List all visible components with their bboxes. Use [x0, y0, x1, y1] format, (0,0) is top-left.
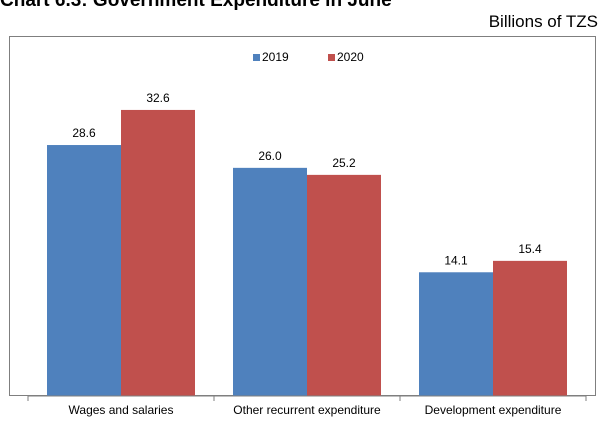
bar-wages-and-salaries-2019 — [47, 145, 121, 396]
data-label-wages-and-salaries-2019: 28.6 — [72, 126, 96, 140]
x-axis: Wages and salaries Other recurrent expend… — [27, 395, 587, 417]
bar-wages-and-salaries-2020 — [121, 109, 195, 396]
x-tick-label-wages-and-salaries: Wages and salaries — [69, 403, 174, 417]
data-label-other-recurrent-expenditure-2020: 25.2 — [332, 156, 356, 170]
bar-other-recurrent-expenditure-2020 — [307, 174, 381, 396]
bar-development-expenditure-2020 — [493, 260, 567, 396]
legend-label-2020: 2020 — [337, 50, 364, 64]
bar-other-recurrent-expenditure-2019 — [233, 167, 307, 396]
legend-swatch-2020 — [328, 54, 335, 61]
bars-group: 28.6 32.6 26.0 25.2 14.1 15.4 — [47, 91, 567, 396]
legend-swatch-2019 — [253, 54, 260, 61]
legend: 2019 2020 — [253, 50, 364, 64]
unit-label: Billions of TZS — [488, 12, 598, 31]
legend-label-2019: 2019 — [262, 50, 289, 64]
data-label-development-expenditure-2020: 15.4 — [518, 242, 542, 256]
data-label-other-recurrent-expenditure-2019: 26.0 — [258, 149, 282, 163]
chart-title: Chart 6.3: Government Expenditure in Jun… — [0, 0, 392, 11]
data-label-wages-and-salaries-2020: 32.6 — [146, 91, 170, 105]
bar-development-expenditure-2019 — [419, 272, 493, 396]
x-tick-label-development-expenditure: Development expenditure — [425, 403, 562, 417]
x-tick-label-other-recurrent-expenditure: Other recurrent expenditure — [233, 403, 381, 417]
data-label-development-expenditure-2019: 14.1 — [444, 253, 468, 267]
